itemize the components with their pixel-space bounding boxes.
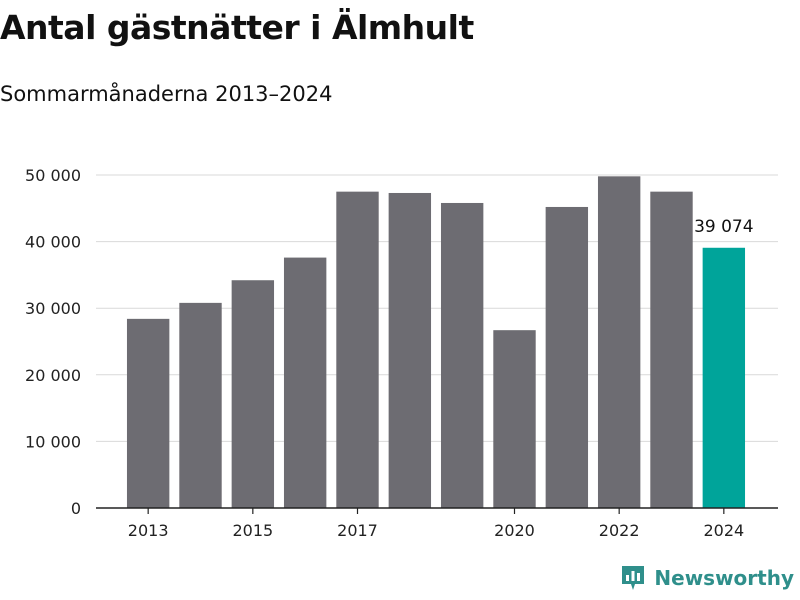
logo-text: Newsworthy [654, 566, 794, 590]
x-tick-label: 2013 [128, 521, 169, 540]
bar [493, 330, 536, 508]
bar [126, 318, 170, 508]
bar [545, 206, 589, 508]
y-tick-label: 30 000 [25, 299, 81, 318]
chart-title: Antal gästnätter i Älmhult [0, 8, 474, 47]
y-tick-label: 10 000 [25, 432, 81, 451]
x-tick-label: 2020 [494, 521, 535, 540]
bar [231, 280, 275, 508]
x-tick-label: 2015 [232, 521, 273, 540]
x-tick-label: 2024 [703, 521, 744, 540]
newsworthy-chart-icon [622, 566, 645, 590]
y-tick-label: 0 [71, 499, 81, 518]
y-tick-label: 40 000 [25, 233, 81, 252]
y-tick-label: 20 000 [25, 366, 81, 385]
bar [179, 302, 222, 508]
bar [336, 191, 379, 508]
chart-subtitle: Sommarmånaderna 2013–2024 [0, 82, 333, 106]
bar [597, 176, 641, 508]
x-tick-label: 2022 [599, 521, 640, 540]
bar [283, 257, 327, 508]
x-tick-label: 2017 [337, 521, 378, 540]
bar [702, 247, 746, 509]
data-label: 39 074 [694, 217, 753, 237]
bar [650, 191, 693, 508]
bar [388, 192, 432, 508]
newsworthy-logo: Newsworthy [620, 564, 794, 592]
y-tick-label: 50 000 [25, 166, 81, 185]
bar [440, 202, 484, 509]
